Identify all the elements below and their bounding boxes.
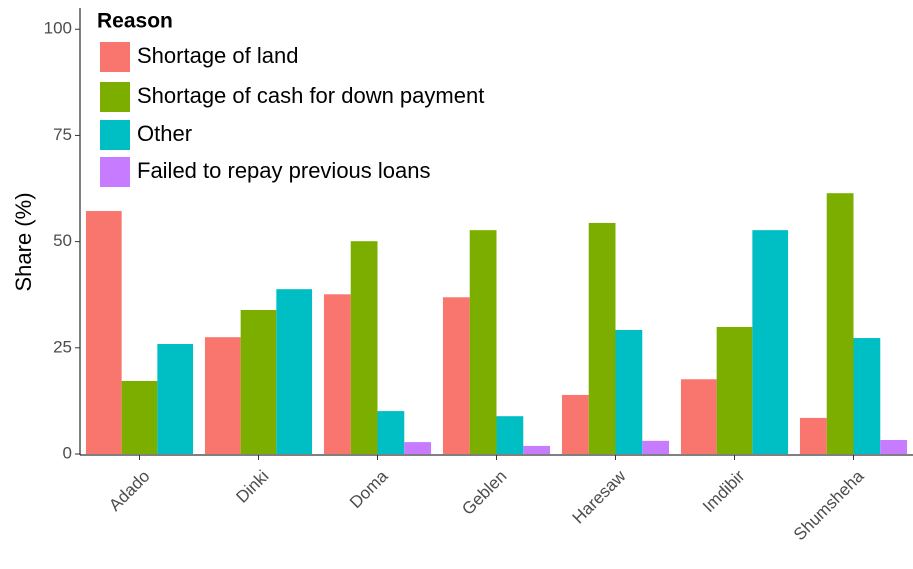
x-tick-label: Geblen [458, 467, 510, 519]
bar [523, 445, 551, 454]
bar [588, 222, 616, 454]
x-tick-label: Shumsheha [790, 466, 868, 544]
x-tick-label: Adado [105, 467, 153, 515]
bar [240, 310, 277, 454]
y-axis-label: Share (%) [11, 192, 36, 291]
bar [350, 241, 378, 454]
bar [469, 230, 497, 454]
bar [642, 440, 670, 454]
bar [680, 379, 717, 454]
legend-title: Reason [97, 10, 173, 33]
bar [615, 329, 643, 454]
x-tick-label: Dinki [232, 467, 272, 507]
y-tick-label: 25 [53, 337, 72, 356]
bar [377, 411, 405, 454]
bar [204, 337, 241, 454]
bar [121, 380, 158, 454]
legend-label: Shortage of cash for down payment [137, 83, 484, 108]
bar [561, 394, 589, 454]
y-tick-label: 50 [53, 231, 72, 250]
legend-label: Other [137, 121, 192, 146]
legend-key [100, 82, 130, 112]
bar [496, 416, 524, 454]
bar [880, 439, 908, 454]
bar [404, 442, 432, 454]
bar [276, 289, 313, 454]
legend-key [100, 120, 130, 150]
x-tick-label: Haresaw [569, 466, 630, 527]
bar [752, 230, 789, 454]
y-tick-label: 75 [53, 125, 72, 144]
legend-label: Failed to repay previous loans [137, 158, 431, 183]
bar [157, 343, 194, 454]
bar [716, 326, 753, 454]
bar [323, 294, 351, 454]
x-tick-label: Imdibir [699, 466, 749, 516]
bar [85, 211, 122, 454]
bar [853, 338, 881, 454]
legend-key [100, 157, 130, 187]
legend-label: Shortage of land [137, 43, 298, 68]
x-tick-label: Doma [346, 466, 392, 512]
bar [799, 417, 827, 454]
bar [442, 297, 470, 454]
bar [826, 193, 854, 454]
y-tick-label: 100 [44, 19, 72, 38]
legend-key [100, 42, 130, 72]
y-tick-label: 0 [63, 443, 72, 462]
